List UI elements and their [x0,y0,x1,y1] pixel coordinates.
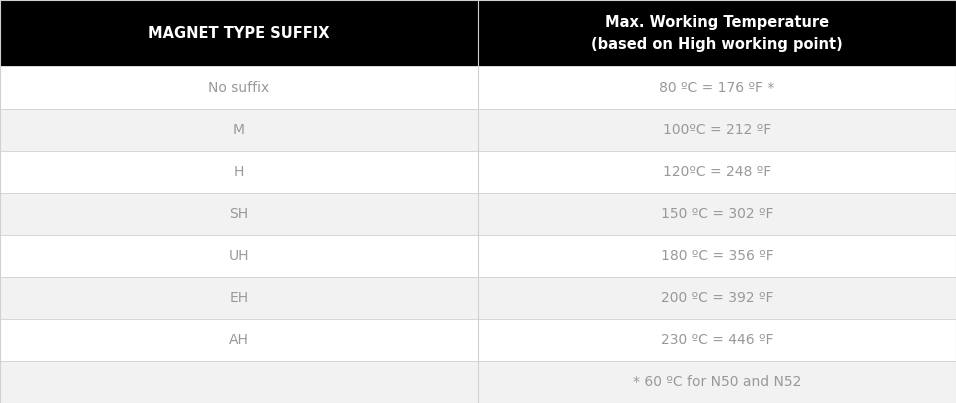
Text: 180 ºC = 356 ºF: 180 ºC = 356 ºF [661,249,773,263]
Bar [0,0,956,66]
Bar [0,361,956,403]
Text: 80 ºC = 176 ºF *: 80 ºC = 176 ºF * [660,81,774,95]
Bar [0,235,956,277]
Bar [0,319,956,361]
Text: UH: UH [228,249,250,263]
Text: 120ºC = 248 ºF: 120ºC = 248 ºF [663,165,771,179]
Text: 200 ºC = 392 ºF: 200 ºC = 392 ºF [661,291,773,305]
Bar [0,151,956,193]
Text: 230 ºC = 446 ºF: 230 ºC = 446 ºF [661,333,773,347]
Text: MAGNET TYPE SUFFIX: MAGNET TYPE SUFFIX [148,26,330,41]
Text: EH: EH [229,291,249,305]
Text: Max. Working Temperature
(based on High working point): Max. Working Temperature (based on High … [591,15,843,52]
Text: SH: SH [229,207,249,221]
Text: H: H [234,165,244,179]
Text: 150 ºC = 302 ºF: 150 ºC = 302 ºF [661,207,773,221]
Bar [0,108,956,151]
Text: 100ºC = 212 ºF: 100ºC = 212 ºF [663,123,771,137]
Text: M: M [233,123,245,137]
Text: * 60 ºC for N50 and N52: * 60 ºC for N50 and N52 [633,375,801,389]
Bar [0,193,956,235]
Text: No suffix: No suffix [208,81,270,95]
Bar [0,66,956,108]
Text: AH: AH [229,333,249,347]
Bar [0,277,956,319]
